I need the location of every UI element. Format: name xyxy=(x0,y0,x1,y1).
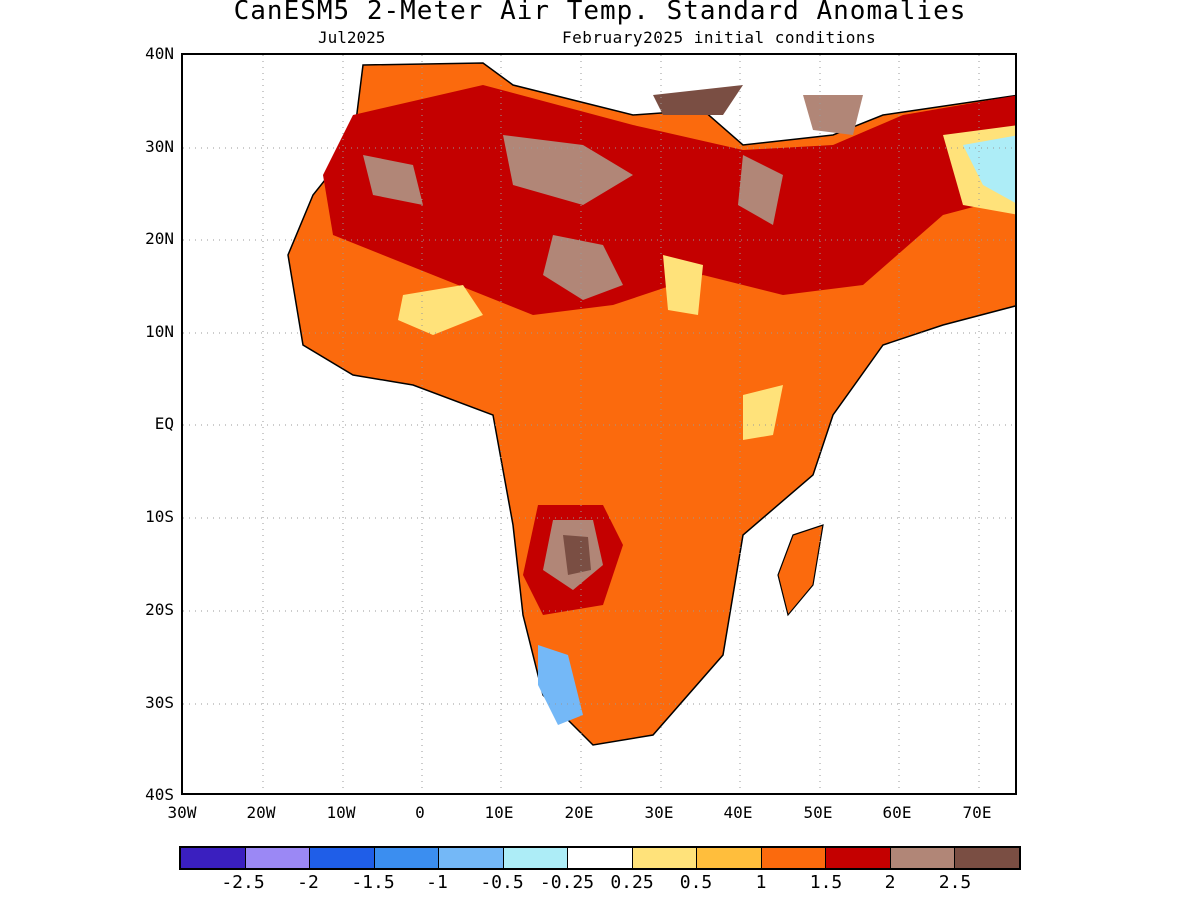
target-month: Jul2025 xyxy=(318,28,386,47)
colorbar-label: -1.5 xyxy=(351,872,395,893)
lon-label-0: 0 xyxy=(415,803,425,822)
lon-label-30w: 30W xyxy=(167,803,197,822)
lon-label-60e: 60E xyxy=(882,803,912,822)
lat-label-40s: 40S xyxy=(145,785,174,804)
colorbar-label: 0.25 xyxy=(610,872,654,893)
colorbar-label: -2 xyxy=(297,872,319,893)
lon-label-50e: 50E xyxy=(803,803,833,822)
lon-label-10w: 10W xyxy=(326,803,356,822)
colorbar-label: 1.5 xyxy=(809,872,843,893)
colorbar-label: -1 xyxy=(426,872,448,893)
colorbar-label: -2.5 xyxy=(221,872,265,893)
colorbar-label: 0.5 xyxy=(679,872,713,893)
anomaly-05-kenya xyxy=(743,385,783,440)
anomaly-05-ethiopia xyxy=(663,255,703,315)
lon-label-70e: 70E xyxy=(962,803,992,822)
colorbar-label: -0.25 xyxy=(539,872,595,893)
anomaly-05-west-africa xyxy=(398,285,483,335)
graticule xyxy=(183,55,1015,793)
colorbar-swatch xyxy=(890,848,956,868)
colorbar-label: 1 xyxy=(755,872,767,893)
colorbar-swatch xyxy=(245,848,311,868)
anomaly-25-chad xyxy=(543,235,623,300)
lon-label-20e: 20E xyxy=(564,803,594,822)
lat-label-40n: 40N xyxy=(145,44,174,63)
anomaly-neg05-south-africa xyxy=(538,645,583,725)
anomaly-2-sahara xyxy=(323,85,1015,315)
madagascar-outline xyxy=(777,524,824,617)
colorbar-label: 2 xyxy=(884,872,896,893)
lat-label-10n: 10N xyxy=(145,322,174,341)
anomaly-neg025-india xyxy=(963,135,1015,203)
colorbar-label: -0.5 xyxy=(480,872,524,893)
lon-label-10e: 10E xyxy=(484,803,514,822)
lat-label-30n: 30N xyxy=(145,137,174,156)
colorbar-label: 2.5 xyxy=(938,872,972,893)
lat-label-30s: 30S xyxy=(145,693,174,712)
colorbar-swatch xyxy=(761,848,827,868)
colorbar-swatch xyxy=(374,848,440,868)
colorbar-swatch xyxy=(697,848,762,868)
colorbar xyxy=(179,846,1021,870)
anomaly-25-iran xyxy=(803,95,863,135)
initial-conditions: February2025 initial conditions xyxy=(562,28,877,47)
lat-label-20n: 20N xyxy=(145,229,174,248)
colorbar-swatch xyxy=(310,848,375,868)
colorbar-swatch xyxy=(826,848,891,868)
map-canvas xyxy=(183,55,1015,793)
colorbar-swatch xyxy=(181,848,246,868)
anomaly-3-zambia-core xyxy=(563,535,591,575)
colorbar-swatch xyxy=(955,848,1019,868)
anomaly-25-arabia xyxy=(738,155,783,225)
lat-label-eq: EQ xyxy=(154,414,174,433)
colorbar-swatch xyxy=(568,848,633,868)
lon-label-40e: 40E xyxy=(723,803,753,822)
anomaly-3-turkey xyxy=(653,85,743,115)
anomaly-25-libya xyxy=(503,135,633,205)
lat-label-20s: 20S xyxy=(145,600,174,619)
chart-title: CanESM5 2-Meter Air Temp. Standard Anoma… xyxy=(233,0,967,26)
anomaly-25-algeria xyxy=(363,155,423,205)
colorbar-swatch xyxy=(632,848,698,868)
colorbar-swatch xyxy=(503,848,569,868)
map-panel xyxy=(181,53,1017,795)
lon-label-20w: 20W xyxy=(246,803,276,822)
lon-label-30e: 30E xyxy=(644,803,674,822)
colorbar-swatch xyxy=(439,848,504,868)
lat-label-10s: 10S xyxy=(145,507,174,526)
